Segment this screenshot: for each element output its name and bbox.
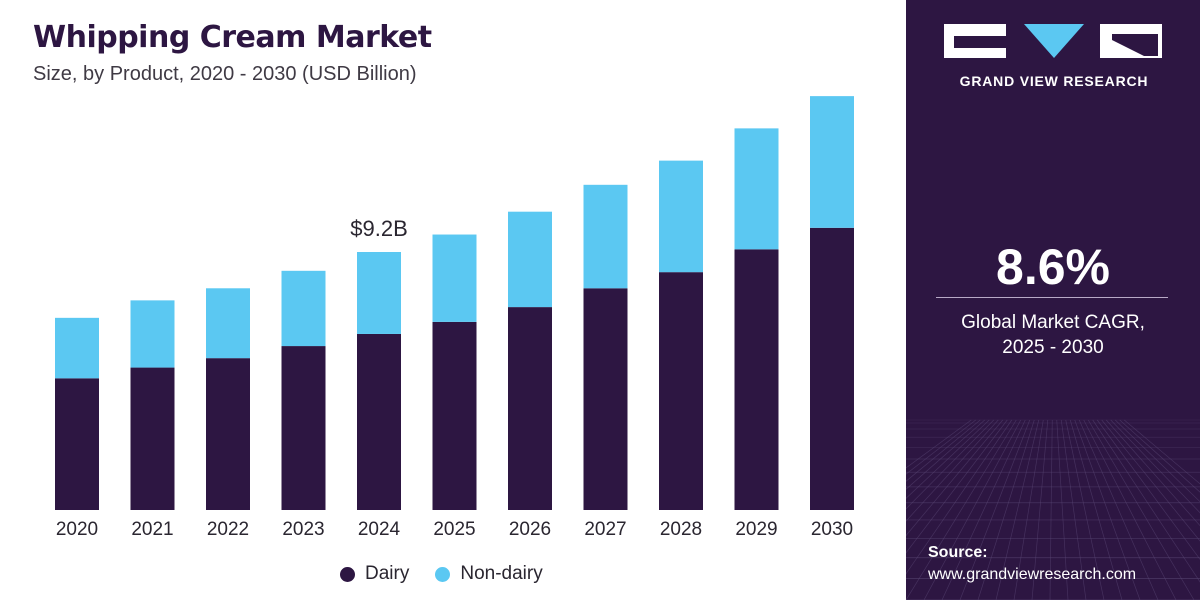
x-tick-label-2026: 2026 [509,519,551,540]
bar-non-dairy-2022 [206,288,250,359]
chart-legend: Dairy Non-dairy [340,563,569,585]
bar-dairy-2028 [659,272,703,510]
cagr-label: Global Market CAGR, 2025 - 2030 [906,310,1200,360]
x-tick-label-2023: 2023 [282,519,324,540]
bar-non-dairy-2029 [734,128,779,250]
stacked-bar-chart: 2020 2021 2022 2023 2024 2025 2026 2027 2028 2029… [55,96,854,540]
bar-non-dairy-2028 [659,160,703,273]
source-label: Source: [928,544,988,561]
x-tick-label-2022: 2022 [207,519,249,540]
bar-non-dairy-2025 [432,234,477,322]
bar-dairy-2020 [55,378,99,510]
bar-dairy-2023 [281,346,326,510]
bar-non-dairy-2024 [357,252,401,334]
bar-dairy-2029 [734,249,779,510]
bar-non-dairy-2021 [130,300,175,368]
chart-title: Whipping Cream Market [33,20,432,55]
chart-panel: Whipping Cream Market Size, by Product, … [33,20,854,585]
cagr-label-line2: 2025 - 2030 [1002,337,1104,358]
x-tick-label-2029: 2029 [735,519,777,540]
x-tick-label-2028: 2028 [660,519,702,540]
cagr-divider [936,297,1168,298]
cagr-value: 8.6% [996,239,1110,295]
bar-non-dairy-2027 [583,184,628,289]
legend-item-dairy: Dairy [340,563,409,585]
gvr-logo-icon: GRAND VIEW RESEARCH [944,24,1162,89]
x-tick-label-2020: 2020 [56,519,98,540]
bar-dairy-2030 [810,227,854,510]
bar-non-dairy-2030 [810,96,854,228]
x-tick-label-2030: 2030 [811,519,853,540]
bar-non-dairy-2026 [508,211,552,308]
legend-swatch-dairy [340,566,355,582]
x-tick-label-2027: 2027 [584,519,626,540]
data-label-2024: $9.2B [350,216,408,241]
chart-subtitle: Size, by Product, 2020 - 2030 (USD Billi… [33,63,417,85]
source-url[interactable]: www.grandviewresearch.com [928,566,1137,583]
logo-text: GRAND VIEW RESEARCH [960,73,1149,89]
side-panel: GRAND VIEW RESEARCH 8.6% Global Market C… [906,0,1200,600]
bar-dairy-2026 [508,307,552,510]
legend-item-non-dairy: Non-dairy [435,563,543,585]
bar-dairy-2024 [357,333,401,510]
grid-background-decoration [906,419,1200,600]
cagr-label-line1: Global Market CAGR, [961,312,1145,333]
bar-non-dairy-2020 [55,317,99,379]
legend-label-dairy: Dairy [365,563,410,584]
bar-dairy-2025 [432,321,477,510]
bar-non-dairy-2023 [281,270,326,347]
bar-dairy-2021 [130,367,175,510]
bar-dairy-2022 [206,358,250,510]
x-tick-label-2021: 2021 [131,519,173,540]
legend-label-non-dairy: Non-dairy [460,563,543,584]
bar-dairy-2027 [583,288,628,510]
x-tick-label-2025: 2025 [433,519,475,540]
legend-swatch-non-dairy [435,566,451,582]
x-tick-label-2024: 2024 [358,519,401,540]
